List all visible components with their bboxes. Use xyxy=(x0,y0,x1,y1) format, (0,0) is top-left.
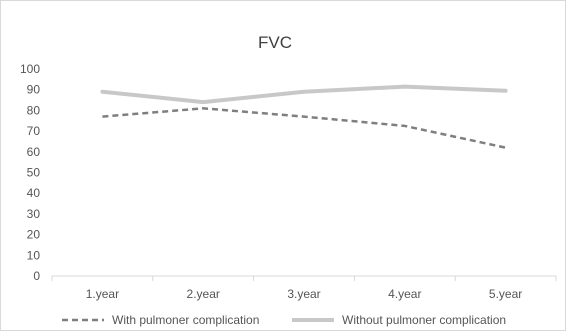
y-tick-label: 20 xyxy=(27,228,41,242)
y-tick-label: 90 xyxy=(27,83,41,97)
legend-label-2: Without pulmoner complication xyxy=(342,313,506,327)
y-tick-label: 40 xyxy=(27,186,41,200)
y-tick-label: 30 xyxy=(27,207,41,221)
legend-label-1: With pulmoner complication xyxy=(112,313,259,327)
x-tick-label: 2.year xyxy=(187,287,220,301)
y-tick-label: 50 xyxy=(27,166,41,180)
plot-area: 0 10 20 30 40 50 60 70 80 90 100 1.year 2.year 3.year… xyxy=(20,62,557,301)
x-tick-label: 4.year xyxy=(388,287,421,301)
x-tick-label: 5.year xyxy=(489,287,522,301)
series-line-1 xyxy=(102,107,506,149)
x-tick-label: 1.year xyxy=(86,287,119,301)
x-tick-label: 3.year xyxy=(287,287,320,301)
legend: With pulmoner complication Without pulmon… xyxy=(62,313,506,327)
y-tick-label: 0 xyxy=(33,269,40,283)
y-tick-label: 70 xyxy=(27,124,41,138)
y-tick-label: 80 xyxy=(27,103,41,117)
y-tick-label: 10 xyxy=(27,248,41,262)
series-line-2 xyxy=(100,84,508,105)
y-tick-label: 60 xyxy=(27,145,41,159)
y-tick-label: 100 xyxy=(20,62,40,76)
chart-title: FVC xyxy=(258,33,292,52)
